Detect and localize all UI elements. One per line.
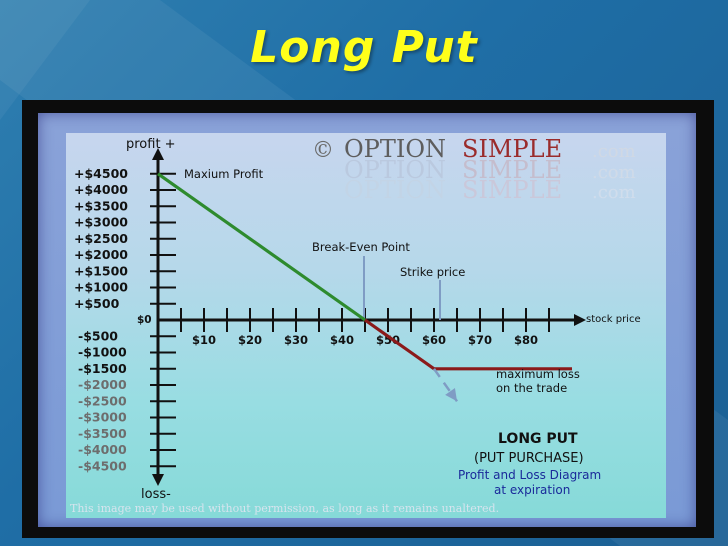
- x-ticks: $10 $20 $30 $40 $50 $60 $70 $80: [180, 308, 550, 347]
- x-axis-label: stock price: [586, 314, 641, 325]
- watermark-brand-part1-ghost: OPTION: [344, 156, 446, 184]
- y-tick-label: +$4000: [74, 182, 128, 197]
- legend-title: LONG PUT: [498, 431, 578, 447]
- y-axis-label-top: profit +: [126, 137, 176, 152]
- x-tick-label: $50: [376, 333, 400, 347]
- x-tick-label: $80: [514, 333, 538, 347]
- y-tick-label: +$4500: [74, 166, 128, 181]
- watermark-brand-tld: .com: [592, 141, 636, 162]
- y-tick-label: -$3000: [78, 410, 127, 425]
- watermark-brand: © OPTION SIMPLE .com OPTION SIMPLE .com …: [312, 135, 636, 204]
- y-tick-label: +$1000: [74, 280, 128, 295]
- x-tick-label: $40: [330, 333, 354, 347]
- x-tick-label: $10: [192, 333, 216, 347]
- legend-desc-1: Profit and Loss Diagram: [458, 468, 601, 482]
- x-tick-label: $60: [422, 333, 446, 347]
- watermark-brand-part2-ghost2: SIMPLE: [462, 176, 562, 204]
- y-tick-label: -$4000: [78, 442, 127, 457]
- annotation-max-loss-2: on the trade: [496, 381, 567, 395]
- x-tick-label: $20: [238, 333, 262, 347]
- y-tick-label: -$1000: [78, 345, 127, 360]
- origin-label: $0: [137, 314, 152, 326]
- y-tick-label: -$500: [78, 328, 118, 343]
- watermark-brand-part1-ghost2: OPTION: [344, 176, 446, 204]
- y-tick-label: -$2000: [78, 377, 127, 392]
- y-tick-label: -$3500: [78, 426, 127, 441]
- annotation-max-loss-1: maximum loss: [496, 367, 580, 381]
- x-tick-label: $70: [468, 333, 492, 347]
- watermark-brand-part2: SIMPLE: [462, 135, 562, 163]
- annotation-max-profit: Maxium Profit: [184, 167, 264, 181]
- series-line-2: [432, 368, 459, 403]
- watermark-brand-part1: OPTION: [344, 135, 446, 163]
- series-arrowhead: [445, 387, 457, 402]
- y-tick-label: +$1500: [74, 263, 128, 278]
- y-axis-arrow-up: [152, 148, 164, 160]
- watermark-footer: This image may be used without permissio…: [70, 502, 499, 515]
- watermark-brand-tld-ghost: .com: [592, 162, 636, 183]
- series-line-1: [364, 318, 572, 371]
- y-tick-label: +$2000: [74, 247, 128, 262]
- y-tick-label: +$500: [74, 296, 120, 311]
- y-ticks: +$4500+$4000+$3500 +$3000+$2500+$2000+$15…: [74, 166, 176, 473]
- series-line-0: [157, 172, 366, 322]
- legend-desc-2: at expiration: [494, 483, 570, 497]
- legend-subtitle: (PUT PURCHASE): [474, 451, 584, 466]
- y-tick-label: -$1500: [78, 361, 127, 376]
- x-tick-label: $30: [284, 333, 308, 347]
- watermark-brand-part2-ghost: SIMPLE: [462, 156, 562, 184]
- y-tick-label: -$4500: [78, 458, 127, 473]
- y-tick-label: +$3000: [74, 215, 128, 230]
- watermark-brand-tld-ghost2: .com: [592, 182, 636, 203]
- slide-title: Long Put: [250, 22, 478, 73]
- y-tick-label: +$2500: [74, 231, 128, 246]
- watermark-copyright: ©: [312, 138, 334, 163]
- y-axis-arrow-down: [152, 474, 164, 486]
- annotation-break-even: Break-Even Point: [312, 240, 410, 254]
- x-axis-arrow: [574, 314, 586, 326]
- annotation-strike-price: Strike price: [400, 265, 465, 279]
- y-tick-label: -$2500: [78, 393, 127, 408]
- y-tick-label: +$3500: [74, 198, 128, 213]
- series-lines: [157, 172, 572, 403]
- y-axis-label-bottom: loss-: [141, 487, 171, 502]
